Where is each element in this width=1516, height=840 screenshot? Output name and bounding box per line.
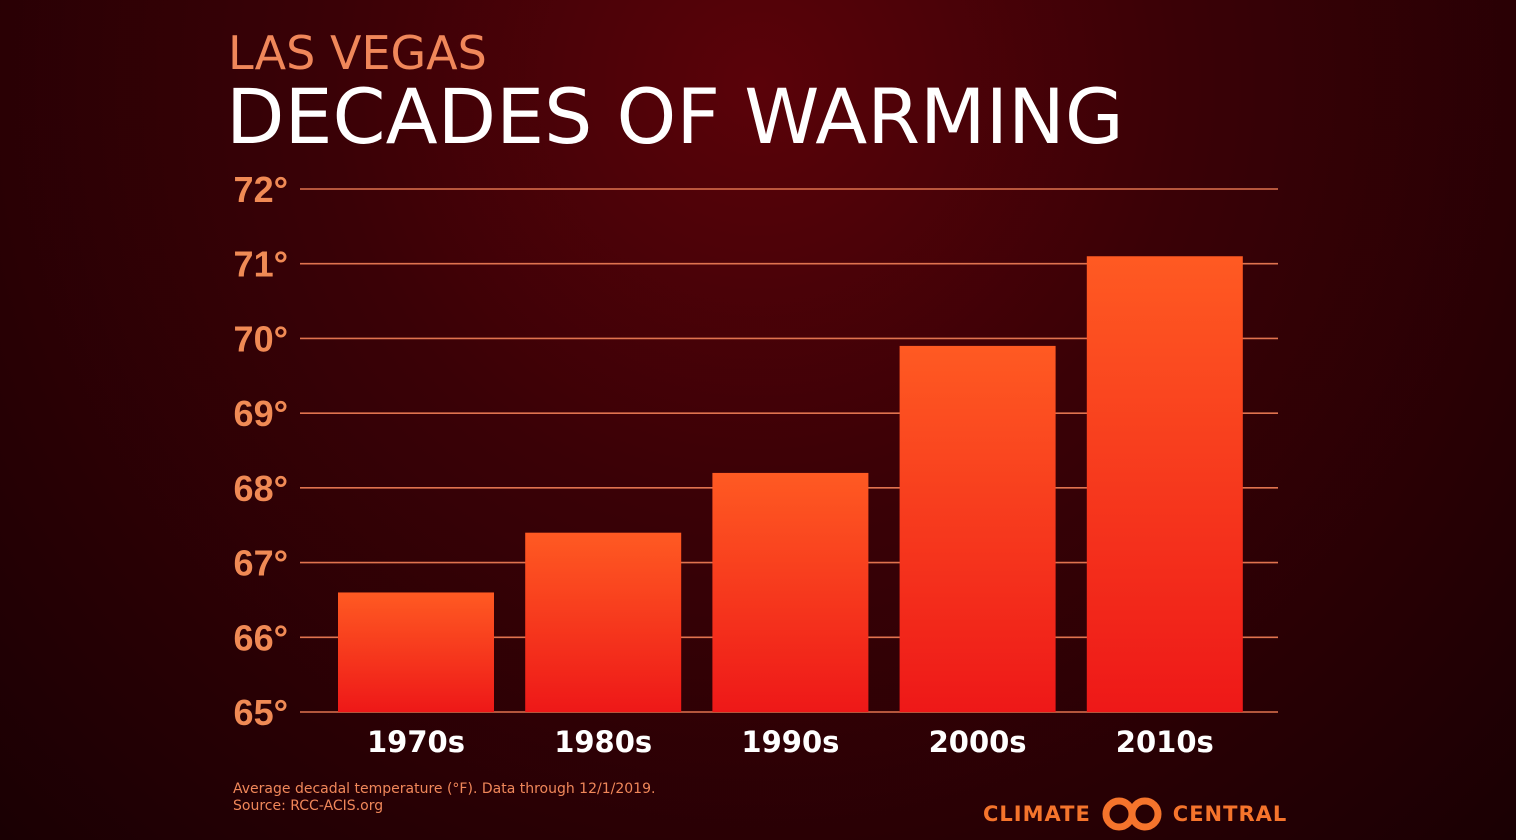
climate-central-logo: CLIMATE CENTRAL xyxy=(983,796,1287,832)
footnote: Average decadal temperature (°F). Data t… xyxy=(233,781,655,815)
x-tick-label: 2000s xyxy=(929,725,1027,759)
chart-title: DECADES OF WARMING xyxy=(226,72,1124,161)
x-tick-label: 1970s xyxy=(367,725,465,759)
x-tick-label: 1990s xyxy=(741,725,839,759)
y-tick-label: 65° xyxy=(234,692,288,733)
bar-1990s xyxy=(712,472,869,712)
bar-1980s xyxy=(525,532,682,712)
logo-text-left: CLIMATE xyxy=(983,802,1091,826)
y-axis-ticks: 65° 66° 67° 68° 69° 70° 71° 72° xyxy=(234,169,288,733)
x-tick-label: 1980s xyxy=(554,725,652,759)
chart-subtitle: LAS VEGAS xyxy=(228,26,487,80)
y-tick-label: 72° xyxy=(234,169,288,210)
y-tick-label: 69° xyxy=(234,393,288,434)
bar-1970s xyxy=(338,592,494,712)
y-tick-label: 70° xyxy=(234,318,288,359)
y-tick-label: 67° xyxy=(234,543,288,584)
logo-text-right: CENTRAL xyxy=(1172,802,1288,826)
footnote-description: Average decadal temperature (°F). Data t… xyxy=(233,781,656,797)
bars xyxy=(338,256,1243,712)
footnote-source: Source: RCC-ACIS.org xyxy=(233,798,384,814)
bar-2000s xyxy=(899,345,1056,712)
x-tick-label: 2010s xyxy=(1116,725,1214,759)
x-axis-ticks: 1970s 1980s 1990s 2000s 2010s xyxy=(367,725,1214,759)
y-tick-label: 68° xyxy=(234,468,288,509)
y-tick-label: 66° xyxy=(234,617,288,658)
climate-central-rings-icon xyxy=(1102,797,1162,831)
bar-2010s xyxy=(1086,256,1243,712)
y-tick-label: 71° xyxy=(234,244,288,285)
